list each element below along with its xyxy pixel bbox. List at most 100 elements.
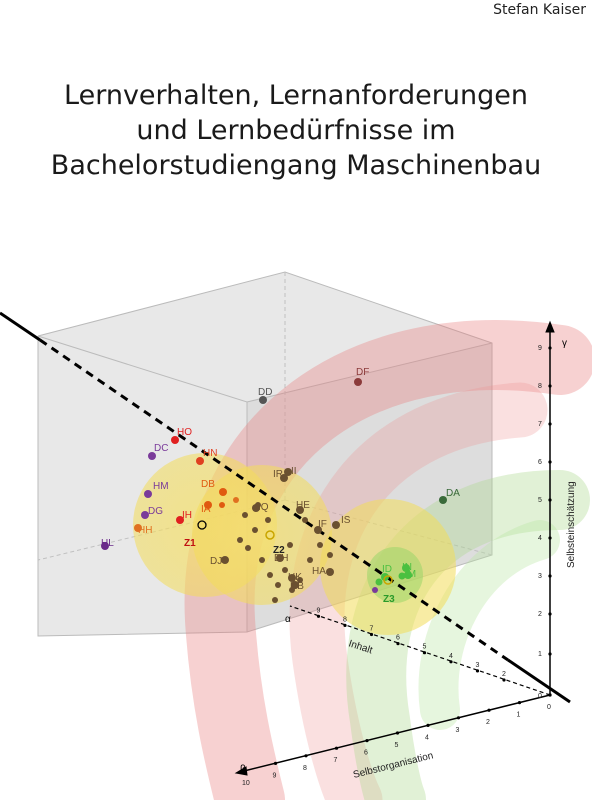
vertical-axis-tick-mark (548, 460, 552, 464)
depth-axis-tick-label: 1 (517, 712, 521, 719)
depth-axis-tick-label: 0 (547, 704, 551, 711)
data-point-label-ii: II (291, 466, 297, 477)
vertical-axis-tick-label: 4 (538, 535, 542, 542)
depth-axis-tick-mark (243, 769, 247, 773)
data-point-da (439, 496, 447, 504)
data-point-label-ha: HA (312, 566, 326, 577)
data-point-hm (144, 490, 152, 498)
data-point-ia (204, 501, 212, 509)
cluster-center-z2 (265, 530, 275, 540)
vertical-axis-tick-mark (548, 346, 552, 350)
depth-axis-tick-label: 5 (395, 742, 399, 749)
data-point-if (314, 526, 322, 534)
depth-axis-tick-label: 10 (242, 780, 250, 787)
horizontal-axis-tick-label: 8 (343, 616, 347, 623)
data-point-label-db: DB (201, 479, 215, 490)
title-line-1: Lernverhalten, Lernanforderungen (64, 80, 528, 111)
depth-axis-tick-mark (395, 731, 400, 735)
data-point-hb (291, 581, 299, 589)
data-point-im (404, 571, 412, 579)
data-point-dj (221, 556, 229, 564)
vertical-axis-label: Selbsteinschätzung (566, 481, 577, 568)
vertical-axis-tick-label: 3 (538, 573, 542, 580)
data-point-label-hm: HM (153, 481, 169, 492)
data-point-label-ia: IA (201, 504, 211, 515)
vertical-axis-symbol: γ (562, 338, 567, 349)
vertical-axis-tick-mark (548, 612, 552, 616)
cluster-label-z1: Z1 (184, 538, 196, 549)
depth-axis-symbol: β (240, 764, 246, 775)
data-point-label-if: IF (318, 519, 327, 530)
data-point-is (332, 521, 340, 529)
data-point-label-im: IM (405, 569, 416, 580)
data-point-dc (148, 452, 156, 460)
cluster-center-z1 (197, 520, 207, 530)
data-point-label-ih: IH (182, 510, 192, 521)
horizontal-axis-tick-mark (449, 660, 453, 664)
depth-axis-ticks: 0 1 2 3 4 5 6 7 8 9 10 (242, 693, 552, 787)
data-point-label-ir: IR (273, 469, 283, 480)
data-point-label-dj: DJ (210, 556, 222, 567)
depth-axis-tick-mark (456, 716, 461, 720)
cluster-label-z3: Z3 (383, 594, 395, 605)
horizontal-axis-tick-mark (343, 623, 347, 628)
depth-axis-tick-label: 6 (364, 750, 368, 757)
depth-axis-tick-label: 3 (456, 727, 460, 734)
data-point-label-in: IN (402, 562, 412, 573)
horizontal-axis-tick-mark (369, 632, 374, 637)
data-point-dh (276, 554, 284, 562)
data-point-label-ho: HO (177, 427, 192, 438)
depth-axis-tick-mark (426, 723, 430, 728)
data-point-label-dh: DH (274, 553, 288, 564)
data-point-ha (326, 568, 334, 576)
depth-axis-tick-label: 2 (486, 719, 490, 726)
cluster-center-z3 (383, 575, 393, 585)
title-line-2: und Lernbedürfnisse im (136, 115, 456, 146)
data-point-hk (288, 574, 296, 582)
data-point-label-hb: HB (290, 581, 304, 592)
depth-axis-tick-label: 9 (273, 772, 277, 779)
vertical-axis-ticks: 9 8 7 6 5 4 3 2 1 0 (538, 345, 552, 700)
vertical-axis-tick-label: 9 (538, 345, 542, 352)
vertical-axis-tick-label: 5 (538, 497, 542, 504)
horizontal-axis-tick-mark (502, 678, 506, 682)
depth-axis-tick-label: 8 (303, 765, 307, 772)
horizontal-axis-tick-label: 3 (476, 662, 480, 669)
vertical-axis-tick-mark (548, 652, 552, 656)
depth-axis-tick-mark (273, 761, 278, 766)
vertical-axis-tick-mark (548, 384, 552, 388)
data-point-label-id: ID (382, 564, 392, 575)
horizontal-axis-ticks: 2 3 4 5 6 7 8 9 (316, 607, 506, 682)
data-point-dd (259, 396, 267, 404)
vertical-axis-tick-label: 7 (538, 421, 542, 428)
vertical-axis-tick-label: 2 (538, 611, 542, 618)
data-point-label-hl: HL (101, 538, 114, 549)
vertical-axis-tick-mark (548, 536, 552, 540)
depth-axis-tick-label: 4 (425, 734, 429, 741)
horizontal-axis-tick-mark (316, 614, 321, 618)
horizontal-axis-tick-label: 2 (502, 671, 506, 678)
data-point-label-hh: HH (138, 525, 152, 536)
vertical-axis-tick-label: 8 (538, 383, 542, 390)
data-point-ii (284, 468, 292, 476)
vertical-axis-tick-label: 0 (538, 693, 542, 700)
horizontal-axis-tick-label: 7 (370, 626, 374, 633)
diagonal-line (0, 311, 571, 704)
data-point-ih (176, 516, 184, 524)
horizontal-axis-tick-mark (475, 669, 480, 673)
data-point-label-hn: HN (203, 448, 217, 459)
vertical-axis-tick-mark (548, 498, 552, 502)
vertical-axis-tick-label: 6 (538, 459, 542, 466)
horizontal-axis-tick-mark (396, 642, 400, 646)
cluster-label-z2: Z2 (273, 545, 285, 556)
vertical-axis-tick-mark (548, 574, 552, 578)
depth-axis-tick-mark (487, 708, 491, 712)
depth-axis-tick-mark (365, 739, 369, 743)
horizontal-axis-tick-mark (422, 651, 427, 655)
depth-axis-tick-mark (334, 746, 339, 750)
title-line-3: Bachelorstudiengang Maschinenbau (50, 150, 542, 181)
author-name: Stefan Kaiser (493, 2, 586, 18)
depth-axis-tick-label: 7 (334, 757, 338, 764)
data-point-df (354, 378, 362, 386)
